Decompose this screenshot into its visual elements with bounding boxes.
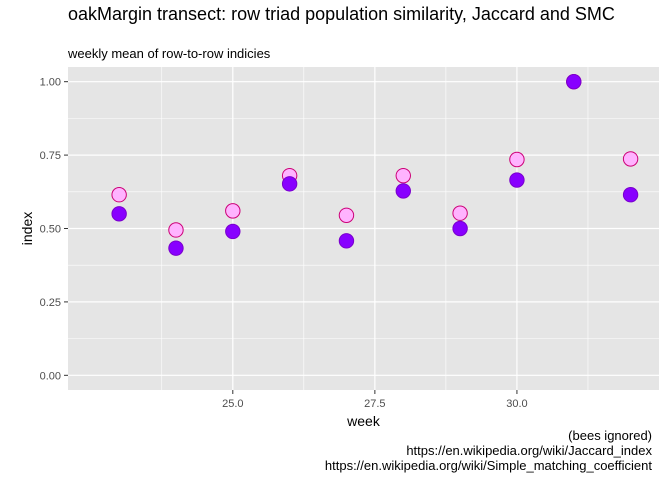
y-tick-label: 1.00	[40, 77, 61, 89]
jaccard-point	[225, 223, 241, 240]
jaccard-point	[395, 183, 411, 199]
jaccard-point	[622, 187, 639, 203]
x-tick-label: 30.0	[506, 398, 527, 410]
y-tick-label: 0.00	[40, 370, 61, 382]
smc-point	[111, 187, 127, 203]
smc-point	[622, 151, 639, 167]
x-tick-label: 27.5	[364, 398, 385, 410]
jaccard-point	[168, 240, 184, 256]
jaccard-point	[111, 206, 127, 222]
major-gridlines	[68, 67, 659, 390]
smc-point	[509, 151, 525, 168]
jaccard-point	[281, 176, 298, 192]
jaccard-point	[566, 73, 582, 90]
x-tick-label: 25.0	[222, 398, 243, 410]
x-axis-label: week	[346, 413, 381, 429]
jaccard-point	[509, 172, 525, 188]
y-tick-label: 0.25	[40, 297, 61, 309]
caption-line-smc-link: https://en.wikipedia.org/wiki/Simple_mat…	[324, 458, 652, 473]
caption: (bees ignored) https://en.wikipedia.org/…	[325, 428, 652, 473]
smc-point	[452, 205, 468, 221]
smc-point	[395, 167, 411, 184]
y-axis-label: index	[19, 212, 35, 245]
caption-line-jaccard-link: https://en.wikipedia.org/wiki/Jaccard_in…	[406, 443, 652, 458]
data-points	[111, 73, 639, 256]
y-axis-ticks: 0.00 0.25 0.50 0.75 1.00	[40, 77, 68, 382]
y-tick-label: 0.75	[40, 150, 61, 162]
jaccard-point	[338, 233, 355, 249]
chart-subtitle: weekly mean of row-to-row indicies	[68, 46, 271, 61]
jaccard-point	[452, 220, 468, 237]
x-axis-ticks: 25.0 27.5 30.0	[222, 390, 528, 410]
caption-line-bees: (bees ignored)	[568, 428, 652, 443]
y-tick-label: 0.50	[40, 224, 61, 236]
smc-point	[168, 222, 184, 238]
smc-point	[225, 203, 241, 219]
smc-point	[338, 207, 355, 223]
chart-title: oakMargin transect: row triad population…	[68, 4, 615, 24]
